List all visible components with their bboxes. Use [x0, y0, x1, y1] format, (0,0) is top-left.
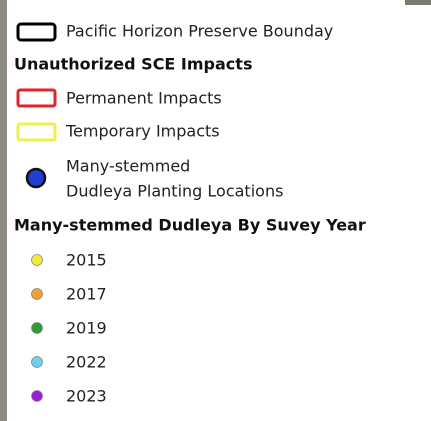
map-legend: Pacific Horizon Preserve Bounday Unautho…: [0, 0, 431, 421]
legend-label: 2019: [66, 319, 107, 338]
legend-label: Dudleya Planting Locations: [66, 182, 283, 201]
year-symbol: [32, 357, 43, 368]
map-edge: [0, 0, 7, 421]
legend-label: Many-stemmed: [66, 157, 190, 176]
year-symbol: [32, 289, 43, 300]
legend-label: 2017: [66, 285, 107, 304]
map-edge: [405, 0, 431, 5]
legend-label: Permanent Impacts: [66, 89, 222, 108]
legend-label: Pacific Horizon Preserve Bounday: [66, 22, 333, 41]
year-symbol: [32, 323, 43, 334]
planting-symbol: [27, 169, 45, 187]
legend-label: 2022: [66, 353, 107, 372]
legend-label: 2015: [66, 251, 107, 270]
page: Pacific Horizon Preserve Bounday Unautho…: [0, 0, 431, 421]
year-symbol: [32, 391, 43, 402]
legend-label: Temporary Impacts: [65, 122, 220, 141]
year-symbol: [32, 255, 43, 266]
legend-label: 2023: [66, 387, 107, 406]
section-title: Many-stemmed Dudleya By Suvey Year: [14, 216, 366, 235]
section-title: Unauthorized SCE Impacts: [14, 55, 252, 74]
